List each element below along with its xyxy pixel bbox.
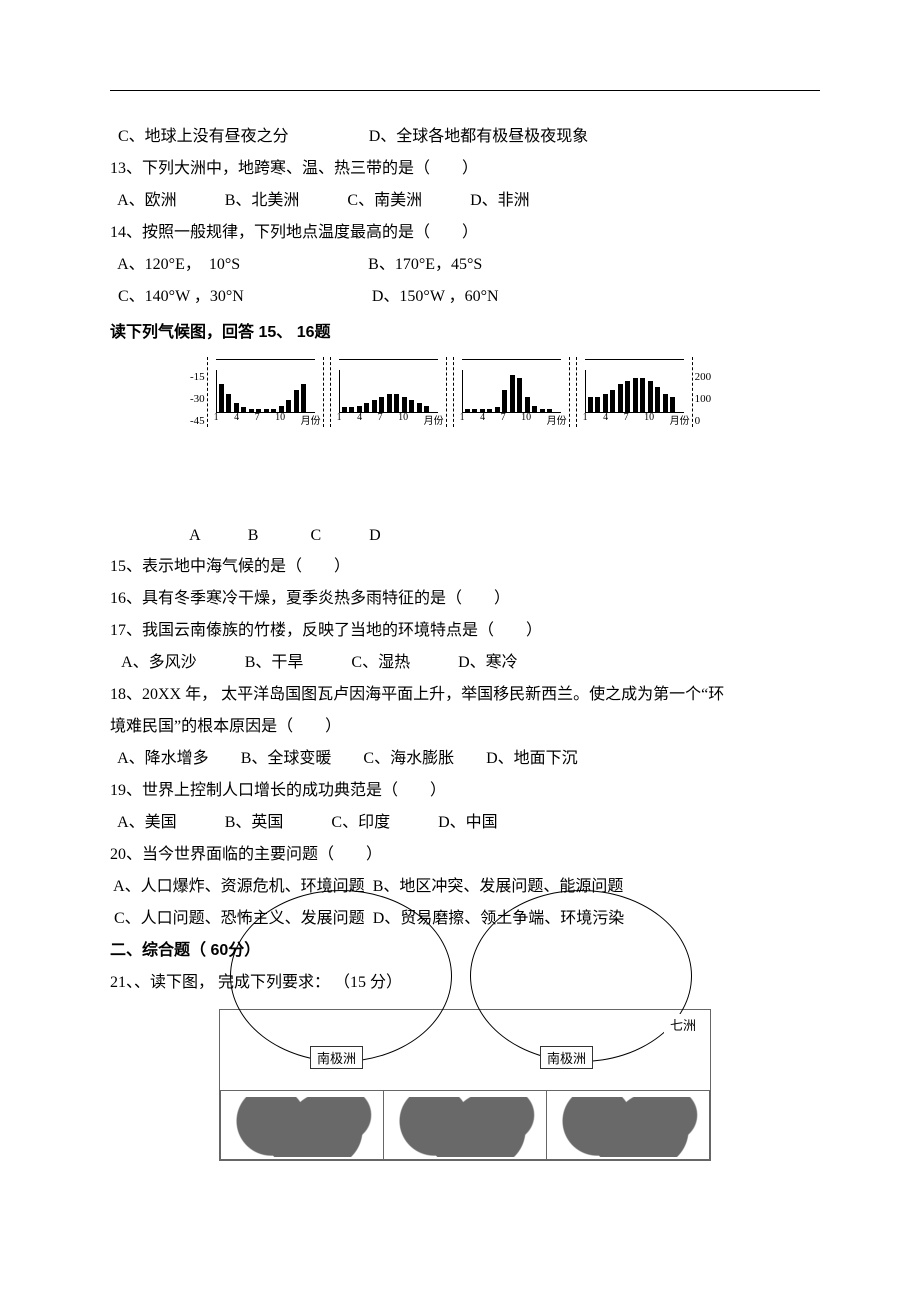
q12-c: C、地球上没有昼夜之分 bbox=[118, 128, 289, 145]
q19-stem: 19、世界上控制人口增长的成功典范是（ ） bbox=[110, 775, 820, 807]
q17-stem: 17、我国云南傣族的竹楼，反映了当地的环境特点是（ ） bbox=[110, 615, 820, 647]
q15: 15、表示地中海气候的是（ ） bbox=[110, 551, 820, 583]
map-arc-left bbox=[230, 890, 452, 1062]
q16: 16、具有冬季寒冷干燥，夏季炎热多雨特征的是（ ） bbox=[110, 583, 820, 615]
chart-labels: A B C D bbox=[110, 527, 820, 545]
climate-panel-d: 14710月份 bbox=[576, 357, 693, 427]
page-rule bbox=[110, 90, 820, 91]
map-figure: 七洲 南极洲 南极洲 bbox=[219, 1009, 711, 1161]
q13-options: A、欧洲 B、北美洲 C、南美洲 D、非洲 bbox=[110, 185, 820, 217]
q14-row2: C、140°W ，30°N D、150°W ，60°N bbox=[110, 281, 820, 313]
q14-stem: 14、按照一般规律，下列地点温度最高的是（ ） bbox=[110, 217, 820, 249]
q18-l2: 境难民国”的根本原因是（ ） bbox=[110, 711, 820, 743]
climate-charts: -15 -30 -45 14710月份14710月份14710月份14710月份… bbox=[190, 357, 820, 427]
q13-stem: 13、下列大洲中，地跨寒、温、热三带的是（ ） bbox=[110, 153, 820, 185]
map-label-right: 南极洲 bbox=[540, 1046, 593, 1069]
map-bottom-row bbox=[220, 1090, 710, 1160]
q21: 21、、读下图， 完成下列要求： （15 分） bbox=[110, 967, 820, 999]
q12-d: D、全球各地都有极昼极夜现象 bbox=[369, 128, 589, 145]
q20-row1: A、人口爆炸、资源危机、环境问题 B、地区冲突、发展问题、能源问题 bbox=[110, 871, 820, 903]
q20-row2: C、人口问题、恐怖主义、发展问题 D、贸易磨擦、领土争端、环境污染 bbox=[110, 903, 820, 935]
q17-options: A、多风沙 B、干旱 C、湿热 D、寒冷 bbox=[110, 647, 820, 679]
q19-options: A、美国 B、英国 C、印度 D、中国 bbox=[110, 807, 820, 839]
q18-l1: 18、20XX 年， 太平洋岛国图瓦卢因海平面上升，举国移民新西兰。使之成为第一… bbox=[110, 679, 820, 711]
q18-options: A、降水增多 B、全球变暖 C、海水膨胀 D、地面下沉 bbox=[110, 743, 820, 775]
q12-option-c-d: C、地球上没有昼夜之分 D、全球各地都有极昼极夜现象 bbox=[110, 121, 820, 153]
climate-panel-a: 14710月份 bbox=[207, 357, 324, 427]
chart-intro: 读下列气候图，回答 15、 16题 bbox=[110, 317, 820, 349]
map-corner-label: 七洲 bbox=[664, 1014, 702, 1035]
map-label-left: 南极洲 bbox=[310, 1046, 363, 1069]
q20-stem: 20、当今世界面临的主要问题（ ） bbox=[110, 839, 820, 871]
map-arc-right bbox=[470, 890, 692, 1062]
q14-row1: A、120°E， 10°S B、170°E，45°S bbox=[110, 249, 820, 281]
section2-title: 二、综合题（ 60分） bbox=[110, 935, 820, 967]
y-axis-left: -15 -30 -45 bbox=[190, 372, 205, 427]
y-axis-right: 200 100 0 bbox=[695, 372, 712, 427]
climate-panel-b: 14710月份 bbox=[330, 357, 447, 427]
climate-panel-c: 14710月份 bbox=[453, 357, 570, 427]
